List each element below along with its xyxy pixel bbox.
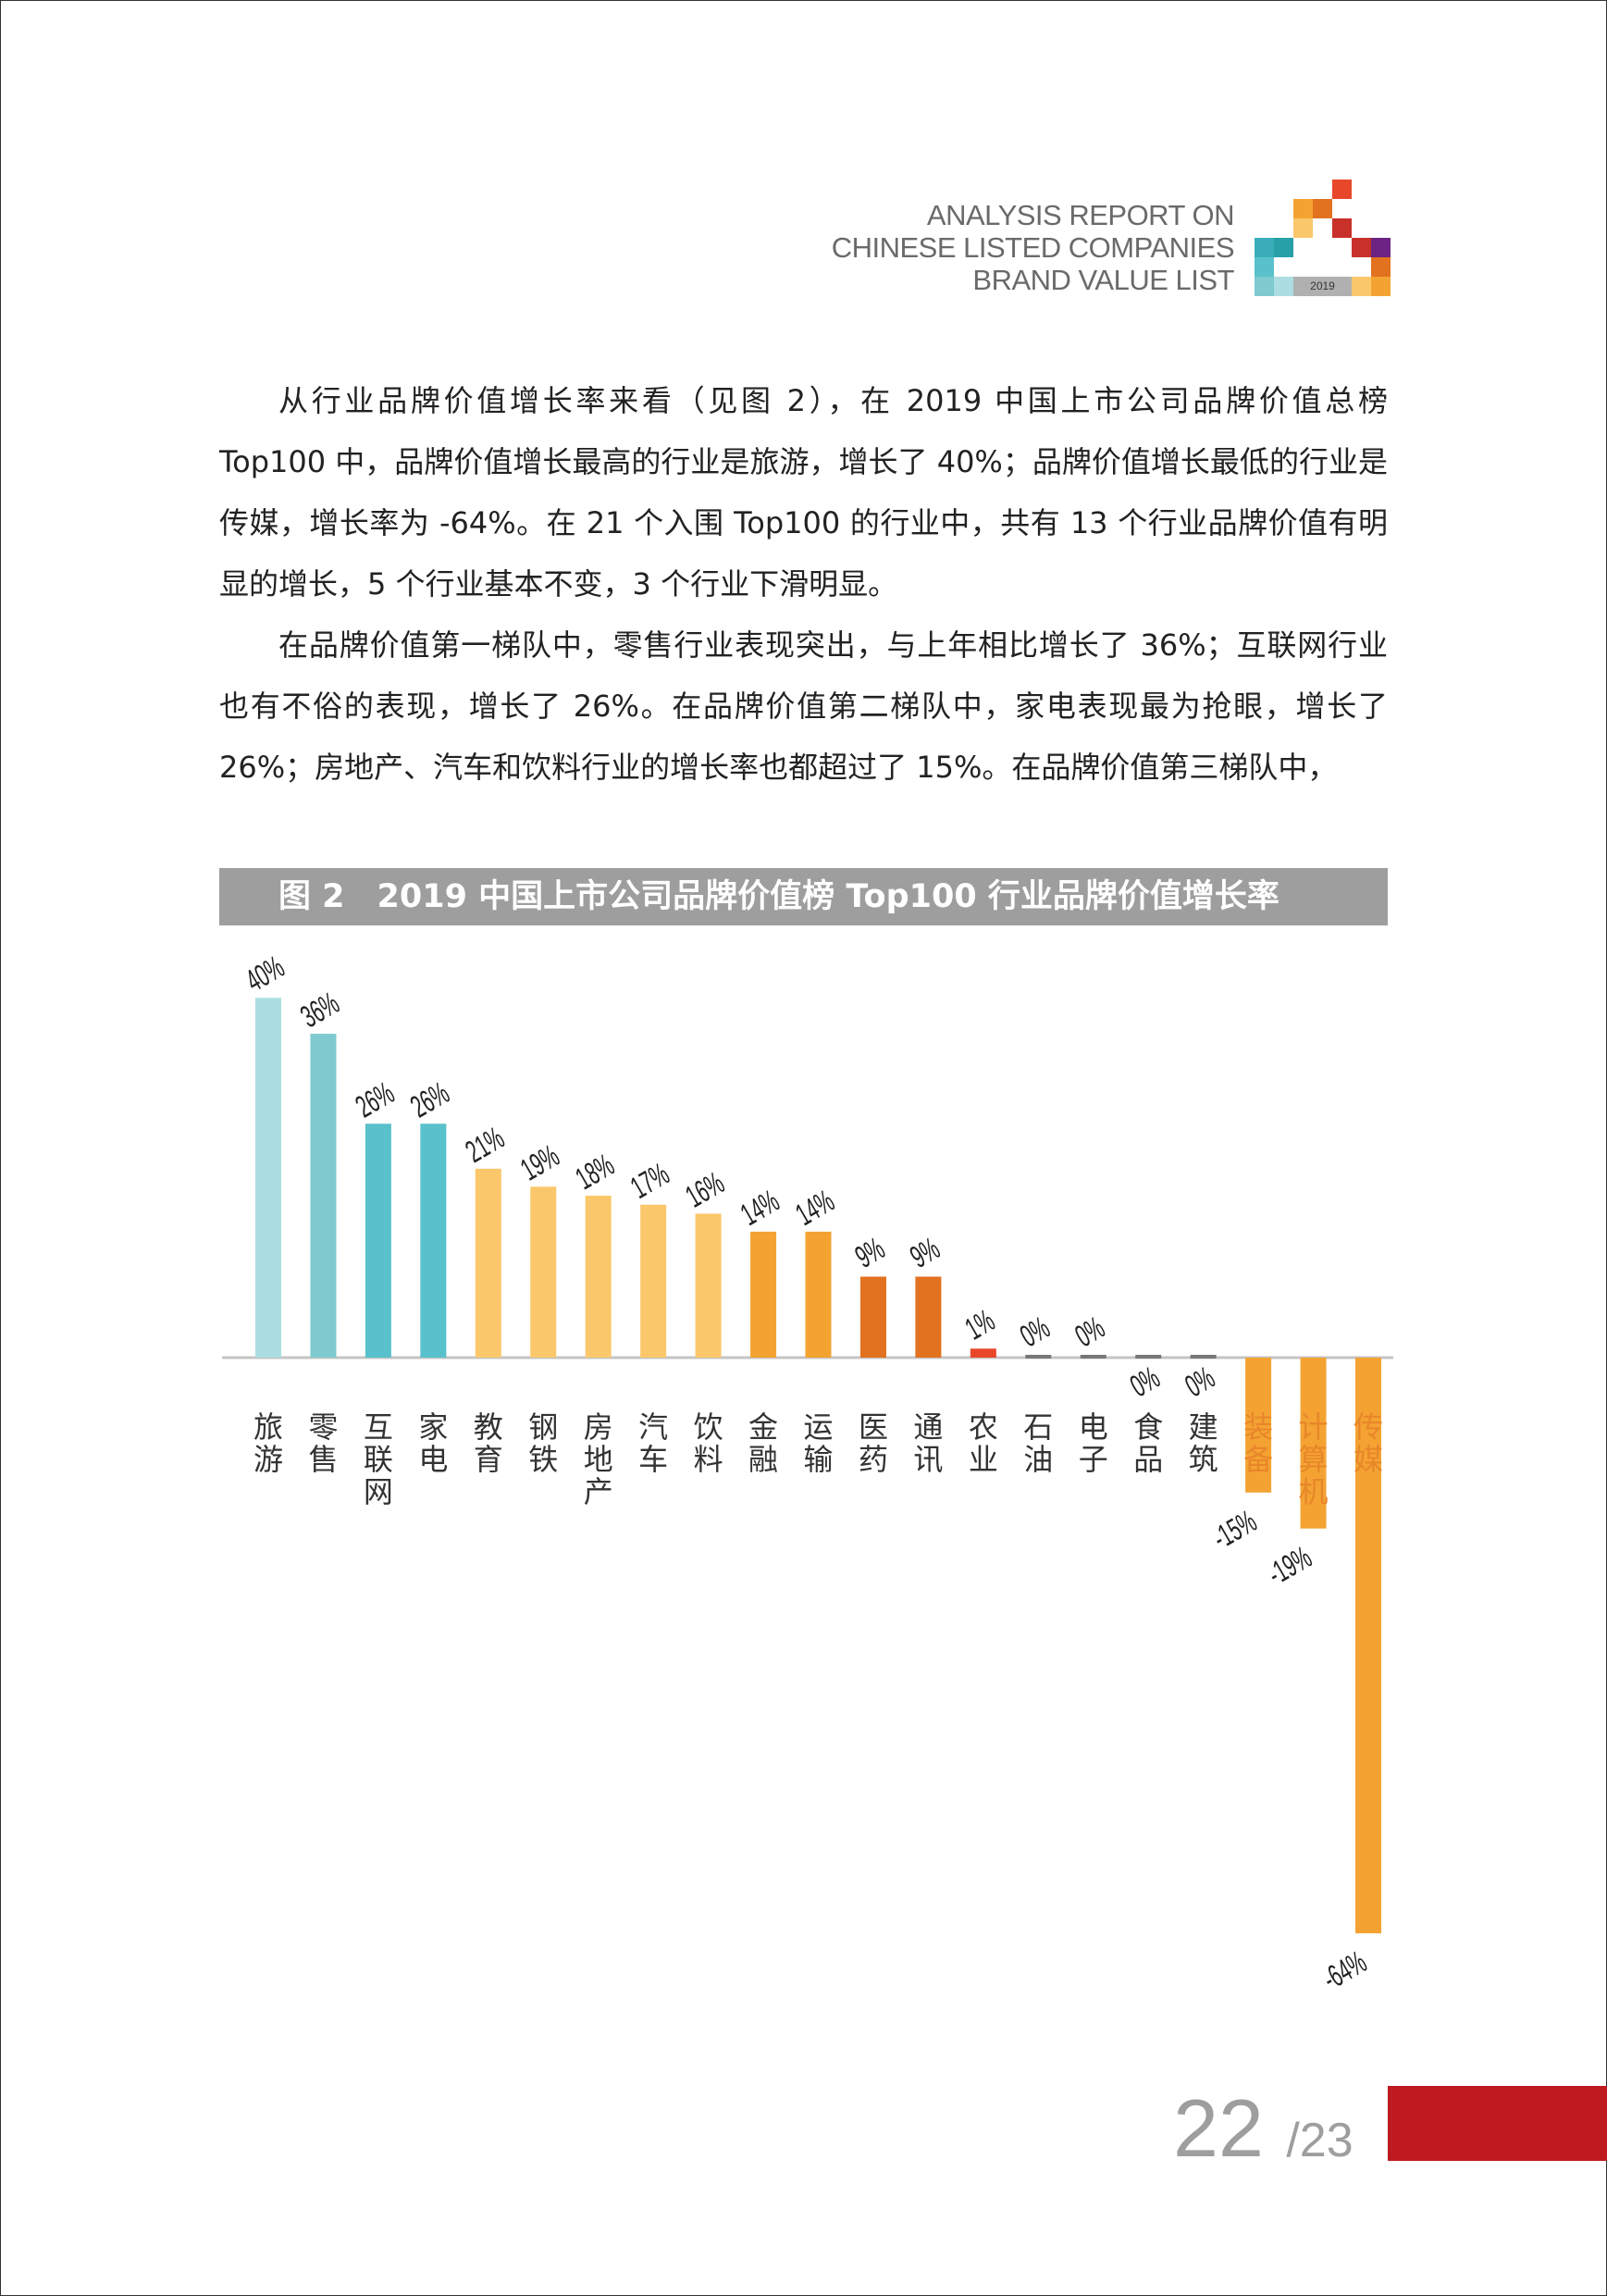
data-label: 9% (849, 1231, 890, 1274)
footer-accent-bar (1388, 2086, 1607, 2161)
report-logo: 2019 (1255, 180, 1391, 296)
logo-square (1255, 257, 1274, 277)
bar (1135, 1355, 1162, 1359)
category-label: 家电 (418, 1409, 448, 1477)
data-label: 26% (350, 1075, 400, 1124)
logo-square (1371, 277, 1391, 296)
data-label: 26% (405, 1075, 455, 1124)
logo-square (1371, 257, 1391, 277)
category-label: 石油 (1023, 1409, 1053, 1477)
bar (750, 1231, 777, 1358)
bar (640, 1204, 667, 1358)
category-label: 食品 (1133, 1409, 1163, 1477)
current-page: 22 (1173, 2082, 1264, 2174)
category-label: 金融 (748, 1409, 778, 1477)
bar (915, 1276, 942, 1358)
category-label: 房地产 (584, 1409, 613, 1509)
bar (970, 1348, 996, 1358)
data-label: 36% (295, 986, 345, 1035)
logo-square (1332, 180, 1352, 199)
total-pages: /23 (1286, 2114, 1354, 2167)
data-label: -15% (1206, 1504, 1262, 1556)
data-label: 19% (514, 1138, 564, 1187)
category-label: 建筑 (1189, 1409, 1218, 1477)
category-label: 装备 (1243, 1409, 1273, 1477)
logo-square (1255, 277, 1274, 296)
body-text: 从行业品牌价值增长率来看（见图 2），在 2019 中国上市公司品牌价值总榜 T… (219, 370, 1388, 798)
data-label: 40% (240, 949, 290, 999)
bar (1355, 1358, 1381, 1934)
bar (530, 1186, 557, 1358)
data-label: 18% (570, 1148, 620, 1197)
data-label: 16% (680, 1165, 730, 1214)
category-label: 旅游 (253, 1409, 283, 1477)
bar (420, 1123, 447, 1358)
report-header: ANALYSIS REPORT ON CHINESE LISTED COMPAN… (831, 199, 1235, 296)
category-label: 汽车 (638, 1409, 668, 1477)
logo-square (1313, 199, 1332, 218)
bar (255, 998, 281, 1358)
bar (859, 1276, 886, 1358)
paragraph: 从行业品牌价值增长率来看（见图 2），在 2019 中国上市公司品牌价值总榜 T… (219, 383, 1388, 602)
bar (1025, 1355, 1052, 1359)
bar (695, 1213, 722, 1358)
category-label: 教育 (474, 1409, 503, 1477)
logo-square (1293, 199, 1313, 218)
category-label: 钢铁 (528, 1409, 558, 1477)
bar (1300, 1358, 1327, 1529)
data-label: 0% (1014, 1309, 1055, 1353)
bar (1245, 1358, 1272, 1493)
category-label: 农业 (969, 1409, 998, 1477)
header-line: ANALYSIS REPORT ON (926, 199, 1235, 231)
data-label: 0% (1124, 1359, 1165, 1403)
category-label: 医药 (859, 1409, 888, 1477)
logo-square (1274, 238, 1293, 257)
growth-bar-chart: 40% 旅游 36% 零售 26% 互联网 26% 家电 21% 教育 19% 钢铁 18% 房地产 17%… (222, 949, 1393, 1996)
logo-square (1352, 277, 1371, 296)
data-label: -19% (1262, 1540, 1317, 1592)
logo-square (1352, 238, 1371, 257)
paragraph: 在品牌价值第一梯队中，零售行业表现突出，与上年相比增长了 36%；互联网行业也有… (219, 627, 1388, 785)
category-label: 零售 (308, 1409, 338, 1477)
bar (1080, 1355, 1106, 1359)
bar (310, 1034, 337, 1358)
category-label: 饮料 (694, 1409, 723, 1477)
header-line: CHINESE LISTED COMPANIES (831, 231, 1235, 264)
data-label: 1% (959, 1303, 1000, 1347)
bar (475, 1168, 501, 1358)
logo-square (1255, 238, 1274, 257)
bar (1190, 1355, 1217, 1359)
bar (585, 1196, 612, 1358)
logo-square (1293, 218, 1313, 238)
logo-square (1274, 277, 1293, 296)
data-label: 14% (735, 1183, 785, 1232)
page-number: 22 /23 (1173, 2082, 1354, 2187)
logo-square (1371, 238, 1391, 257)
category-label: 电子 (1079, 1409, 1108, 1477)
data-label: 21% (460, 1120, 510, 1169)
category-label: 计算机 (1299, 1409, 1329, 1509)
category-label: 通讯 (913, 1409, 943, 1477)
data-label: -64% (1317, 1944, 1372, 1996)
header-line: BRAND VALUE LIST (972, 264, 1234, 296)
figure-title: 图 2 2019 中国上市公司品牌价值榜 Top100 行业品牌价值增长率 (219, 868, 1388, 925)
bar (365, 1123, 391, 1358)
data-label: 9% (904, 1231, 945, 1274)
data-label: 14% (790, 1183, 840, 1232)
data-label: 0% (1069, 1309, 1110, 1353)
logo-square (1332, 218, 1352, 238)
bar (805, 1231, 832, 1358)
category-label: 互联网 (364, 1409, 393, 1509)
data-label: 0% (1180, 1359, 1220, 1403)
logo-year: 2019 (1293, 277, 1352, 296)
category-label: 传媒 (1354, 1409, 1383, 1477)
data-label: 17% (624, 1156, 674, 1205)
category-label: 运输 (803, 1409, 833, 1477)
